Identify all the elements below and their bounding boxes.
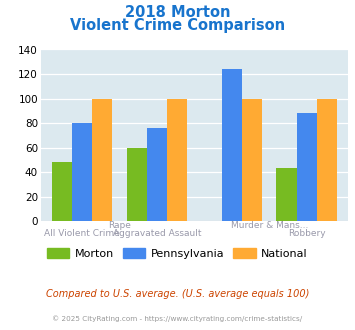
Text: Murder & Mans...: Murder & Mans... — [230, 221, 308, 230]
Text: 2018 Morton: 2018 Morton — [125, 5, 230, 20]
Legend: Morton, Pennsylvania, National: Morton, Pennsylvania, National — [43, 244, 312, 263]
Bar — [167, 99, 187, 221]
Text: Aggravated Assault: Aggravated Assault — [113, 229, 201, 238]
Text: Violent Crime Comparison: Violent Crime Comparison — [70, 18, 285, 33]
Text: © 2025 CityRating.com - https://www.cityrating.com/crime-statistics/: © 2025 CityRating.com - https://www.city… — [53, 315, 302, 322]
Text: Compared to U.S. average. (U.S. average equals 100): Compared to U.S. average. (U.S. average … — [46, 289, 309, 299]
Text: All Violent Crime: All Violent Crime — [44, 229, 120, 238]
Text: Rape: Rape — [108, 221, 131, 230]
Bar — [72, 123, 92, 221]
Bar — [127, 148, 147, 221]
Text: Robbery: Robbery — [288, 229, 326, 238]
Bar — [222, 69, 242, 221]
Bar — [242, 99, 262, 221]
Bar — [277, 168, 296, 221]
Bar — [92, 99, 112, 221]
Bar — [147, 128, 167, 221]
Bar — [317, 99, 337, 221]
Bar — [296, 113, 317, 221]
Bar — [52, 162, 72, 221]
